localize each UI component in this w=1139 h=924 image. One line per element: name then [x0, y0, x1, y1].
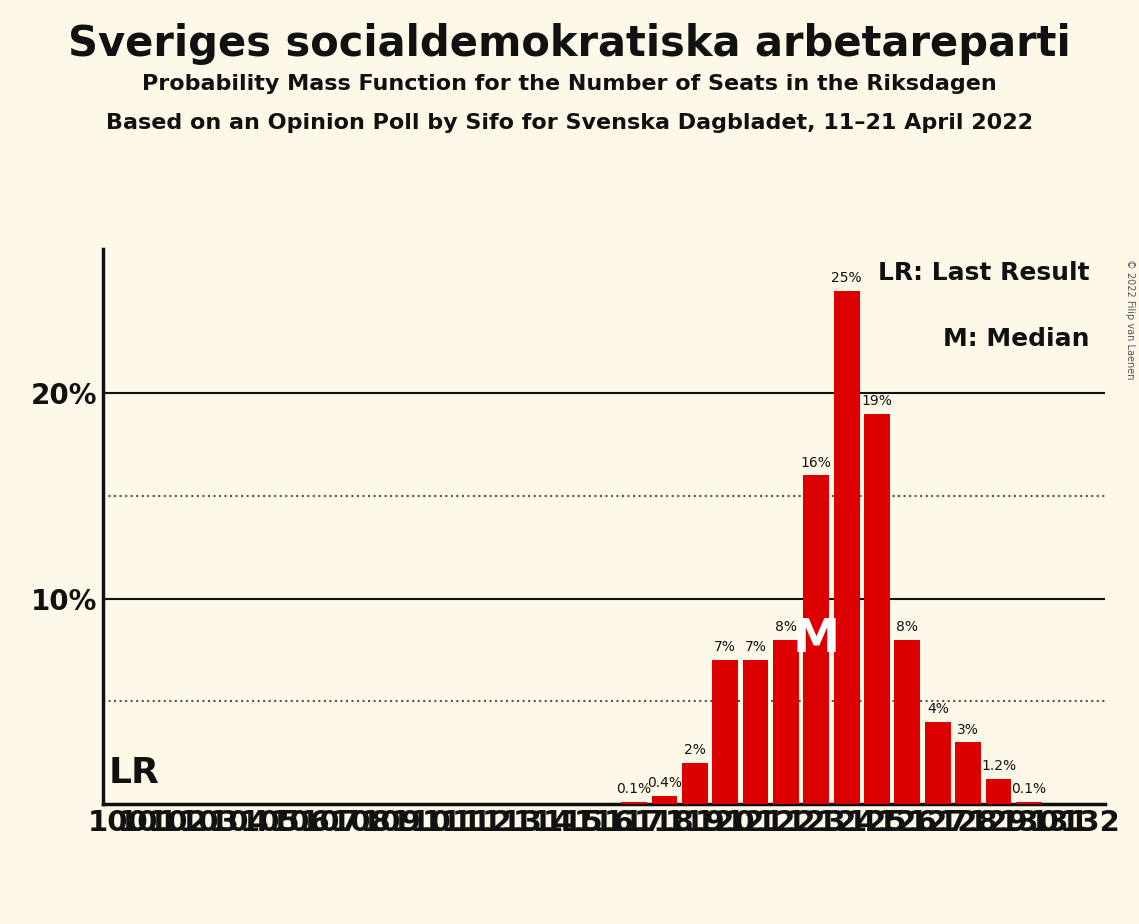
Bar: [773, 639, 798, 804]
Text: 25%: 25%: [831, 271, 862, 285]
Text: 8%: 8%: [775, 620, 797, 634]
Bar: [803, 475, 829, 804]
Bar: [985, 779, 1011, 804]
Text: 0.1%: 0.1%: [616, 782, 652, 796]
Text: 7%: 7%: [745, 640, 767, 654]
Bar: [682, 763, 707, 804]
Text: © 2022 Filip van Laenen: © 2022 Filip van Laenen: [1125, 259, 1134, 379]
Text: M: M: [793, 617, 839, 663]
Text: 3%: 3%: [957, 723, 980, 736]
Bar: [834, 290, 860, 804]
Text: 2%: 2%: [683, 743, 706, 757]
Text: 0.1%: 0.1%: [1011, 782, 1047, 796]
Text: LR: LR: [108, 756, 159, 790]
Text: Based on an Opinion Poll by Sifo for Svenska Dagbladet, 11–21 April 2022: Based on an Opinion Poll by Sifo for Sve…: [106, 113, 1033, 133]
Bar: [743, 660, 769, 804]
Text: 19%: 19%: [861, 394, 893, 408]
Text: Sveriges socialdemokratiska arbetareparti: Sveriges socialdemokratiska arbetarepart…: [68, 23, 1071, 65]
Bar: [925, 722, 951, 804]
Text: 0.4%: 0.4%: [647, 776, 682, 790]
Text: 4%: 4%: [927, 702, 949, 716]
Bar: [865, 414, 890, 804]
Bar: [1016, 802, 1042, 804]
Bar: [956, 742, 981, 804]
Bar: [712, 660, 738, 804]
Text: 1.2%: 1.2%: [981, 760, 1016, 773]
Text: Probability Mass Function for the Number of Seats in the Riksdagen: Probability Mass Function for the Number…: [142, 74, 997, 94]
Text: 16%: 16%: [801, 456, 831, 469]
Text: 8%: 8%: [896, 620, 918, 634]
Text: LR: Last Result: LR: Last Result: [878, 261, 1090, 285]
Text: 7%: 7%: [714, 640, 736, 654]
Text: M: Median: M: Median: [943, 327, 1090, 351]
Bar: [621, 802, 647, 804]
Bar: [894, 639, 920, 804]
Bar: [652, 796, 678, 804]
